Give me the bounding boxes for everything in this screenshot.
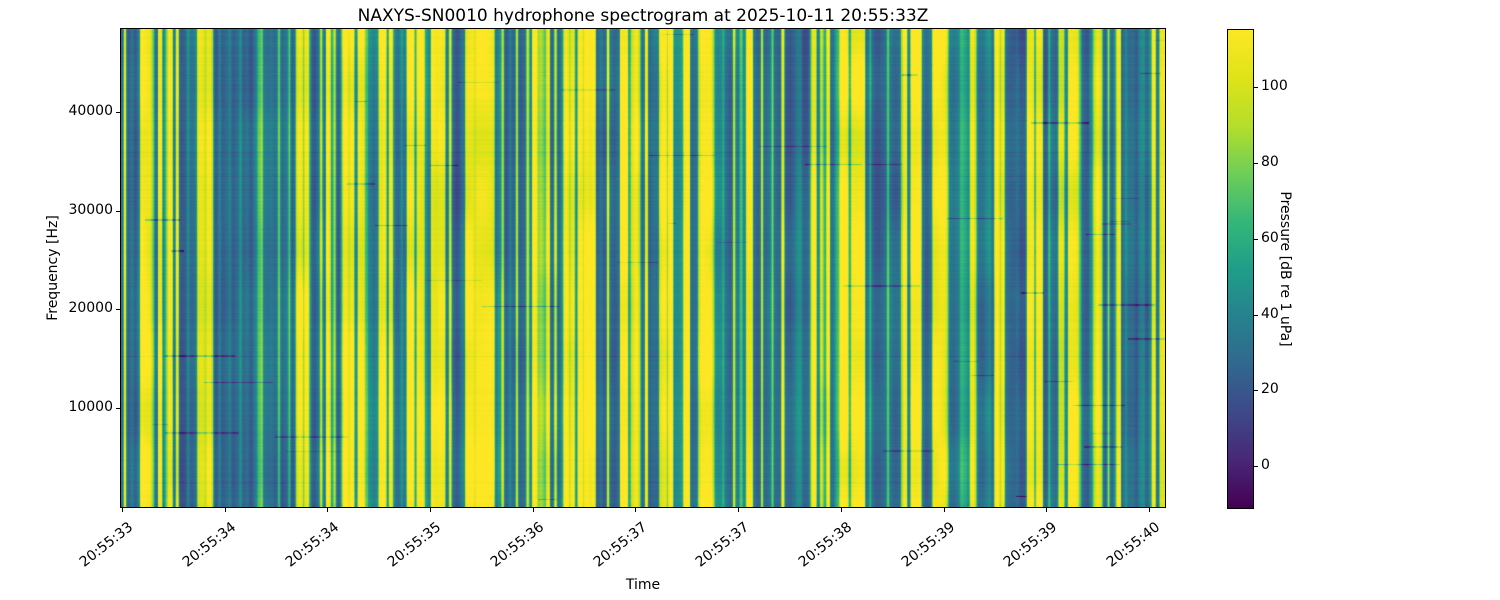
- x-tick-label-text: 20:55:34: [179, 519, 239, 571]
- colorbar-tick-mark: [1254, 466, 1258, 467]
- y-tick-mark: [116, 112, 120, 113]
- colorbar-tick-label: 20: [1261, 381, 1279, 397]
- x-tick-label-text: 20:55:40: [1103, 519, 1164, 571]
- colorbar-tick-label: 60: [1261, 230, 1279, 246]
- spectrogram-image: [120, 28, 1166, 508]
- colorbar-tick-label: 80: [1261, 154, 1279, 170]
- y-tick-label: 40000: [68, 103, 113, 119]
- x-tick-label-text: 20:55:34: [282, 519, 342, 571]
- x-tick-mark: [225, 508, 226, 512]
- colorbar-tick-label: 100: [1261, 78, 1288, 94]
- x-tick-mark: [430, 508, 431, 512]
- x-tick-mark: [841, 508, 842, 512]
- x-tick-label-text: 20:55:36: [487, 519, 548, 571]
- colorbar-tick-mark: [1254, 239, 1258, 240]
- colorbar-tick-mark: [1254, 390, 1258, 391]
- colorbar-tick-mark: [1254, 87, 1258, 88]
- y-tick-label: 30000: [68, 202, 113, 218]
- colorbar-gradient: [1227, 29, 1254, 509]
- x-tick-mark: [1149, 508, 1150, 512]
- x-tick-mark: [1046, 508, 1047, 512]
- colorbar-tick-label: 0: [1261, 457, 1270, 473]
- x-axis-label: Time: [625, 577, 661, 593]
- x-tick-mark: [327, 508, 328, 512]
- x-tick-mark: [944, 508, 945, 512]
- y-tick-label: 10000: [68, 399, 113, 415]
- x-tick-mark: [635, 508, 636, 512]
- y-tick-mark: [116, 408, 120, 409]
- colorbar-tick-mark: [1254, 163, 1258, 164]
- x-tick-label-text: 20:55:37: [590, 519, 650, 571]
- x-tick-label-text: 20:55:37: [693, 519, 753, 571]
- colorbar-tick-mark: [1254, 315, 1258, 316]
- colorbar-label: Pressure [dB re 1 uPa]: [1277, 191, 1293, 347]
- x-tick-mark: [533, 508, 534, 512]
- x-tick-label-text: 20:55:38: [795, 519, 856, 571]
- x-tick-label-text: 20:55:33: [76, 519, 137, 571]
- y-tick-mark: [116, 309, 120, 310]
- x-tick-label-text: 20:55:39: [898, 519, 958, 571]
- colorbar-tick-label: 40: [1261, 306, 1279, 322]
- chart-title: NAXYS-SN0010 hydrophone spectrogram at 2…: [357, 6, 929, 26]
- y-tick-label: 20000: [68, 300, 113, 316]
- x-tick-mark: [738, 508, 739, 512]
- y-tick-mark: [116, 211, 120, 212]
- x-tick-label-text: 20:55:39: [1001, 519, 1061, 571]
- x-tick-mark: [122, 508, 123, 512]
- x-tick-label-text: 20:55:35: [384, 519, 445, 571]
